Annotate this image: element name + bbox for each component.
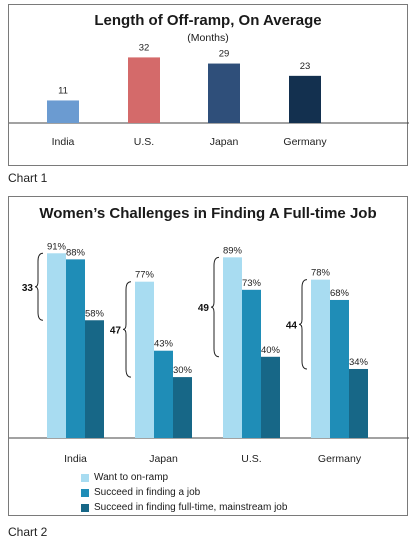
legend-swatch-want — [81, 473, 89, 482]
chart1-data-label-germany: 23 — [300, 61, 311, 72]
chart1-bar-india — [47, 100, 79, 123]
chart2-bar-japan-fulltime — [173, 377, 192, 438]
chart2-bar-germany-succeed — [330, 299, 349, 438]
chart2-data-label-u-s-want: 89% — [223, 245, 243, 256]
chart2-gap-label-india: 33 — [22, 283, 34, 294]
legend-item-succeed: Succeed in finding a job — [81, 486, 287, 499]
chart1-tick-u-s: U.S. — [134, 136, 154, 148]
chart2-tick-japan: Japan — [149, 453, 178, 465]
chart2-panel: Women’s Challenges in Finding A Full-tim… — [8, 196, 409, 516]
legend-label-want: Want to on-ramp — [94, 472, 169, 483]
chart2-bar-u-s-succeed — [242, 289, 261, 438]
legend-label-fulltime: Succeed in finding full-time, mainstream… — [94, 502, 288, 513]
chart1-tick-india: India — [52, 136, 75, 148]
chart1-plot: 11 India 32 U.S. 29 Japan 23 Germany — [9, 42, 409, 148]
chart2-bar-u-s-want — [223, 257, 242, 438]
chart2-gap-label-japan: 47 — [110, 325, 122, 336]
chart2-plot: 91%88% 58% 33 India 77% 43% 30% 47 Japan 89% 73% 40… — [9, 241, 409, 465]
chart1-bar-u-s — [128, 57, 160, 123]
chart2-bar-japan-want — [135, 281, 154, 438]
chart2-tick-u-s: U.S. — [241, 453, 261, 465]
legend-label-succeed: Succeed in finding a job — [94, 487, 201, 498]
chart2-caption: Chart 2 — [8, 525, 48, 539]
chart1-bar-japan — [208, 63, 240, 123]
legend-item-want: Want to on-ramp — [81, 471, 287, 484]
chart2-bar-india-fulltime — [85, 320, 104, 438]
chart2-bracket-u-s — [210, 256, 220, 358]
chart1-data-label-india: 11 — [58, 85, 68, 96]
legend-swatch-succeed — [81, 488, 89, 497]
chart2-data-label-germany-want: 78% — [311, 268, 331, 279]
chart2-gap-label-u-s: 49 — [198, 303, 210, 314]
chart1-data-label-u-s: 32 — [139, 42, 150, 53]
chart2-bracket-germany — [298, 279, 308, 370]
chart2-data-label-u-s-fulltime: 40% — [261, 345, 281, 356]
chart2-data-label-india-fulltime: 58% — [85, 308, 105, 319]
chart2-bar-u-s-fulltime — [261, 356, 280, 438]
chart2-data-label-japan-fulltime: 30% — [173, 365, 193, 376]
chart1-panel: Length of Off-ramp, On Average (Months) … — [8, 4, 409, 166]
chart2-bar-japan-succeed — [154, 350, 173, 438]
chart2-data-label-japan-succeed: 43% — [154, 339, 174, 350]
chart1-data-label-japan: 29 — [219, 49, 230, 60]
chart2-bar-germany-fulltime — [349, 368, 368, 438]
chart2-data-label-u-s-succeed: 73% — [242, 278, 262, 289]
chart1-caption: Chart 1 — [8, 171, 48, 185]
chart2-data-label-germany-fulltime: 34% — [349, 357, 369, 368]
chart2-data-label-japan-want: 77% — [135, 270, 155, 281]
legend-item-fulltime: Succeed in finding full-time, mainstream… — [81, 501, 287, 514]
chart2-bracket-japan — [122, 281, 132, 378]
chart2-data-label-germany-succeed: 68% — [330, 288, 350, 299]
chart2-tick-germany: Germany — [318, 453, 362, 465]
chart2-bar-germany-want — [311, 279, 330, 438]
chart2-title: Women’s Challenges in Finding A Full-tim… — [39, 205, 377, 222]
chart2-gap-label-germany: 44 — [286, 320, 298, 331]
chart2-bar-india-want — [47, 253, 66, 438]
chart2-data-label-india-succeed: 88% — [66, 247, 86, 258]
chart1-tick-japan: Japan — [210, 136, 239, 148]
chart1-subtitle: (Months) — [187, 32, 229, 44]
chart2-bracket-india — [34, 252, 44, 321]
chart2-data-label-india-want: 91% — [47, 241, 67, 252]
chart1-title: Length of Off-ramp, On Average — [94, 12, 322, 29]
chart1-bar-germany — [289, 75, 321, 123]
chart2-tick-india: India — [64, 453, 87, 465]
chart1-tick-germany: Germany — [283, 136, 327, 148]
chart2-bar-india-succeed — [66, 259, 85, 438]
legend-swatch-fulltime — [81, 503, 89, 512]
chart2-legend: Want to on-ramp Succeed in finding a job… — [81, 471, 287, 516]
